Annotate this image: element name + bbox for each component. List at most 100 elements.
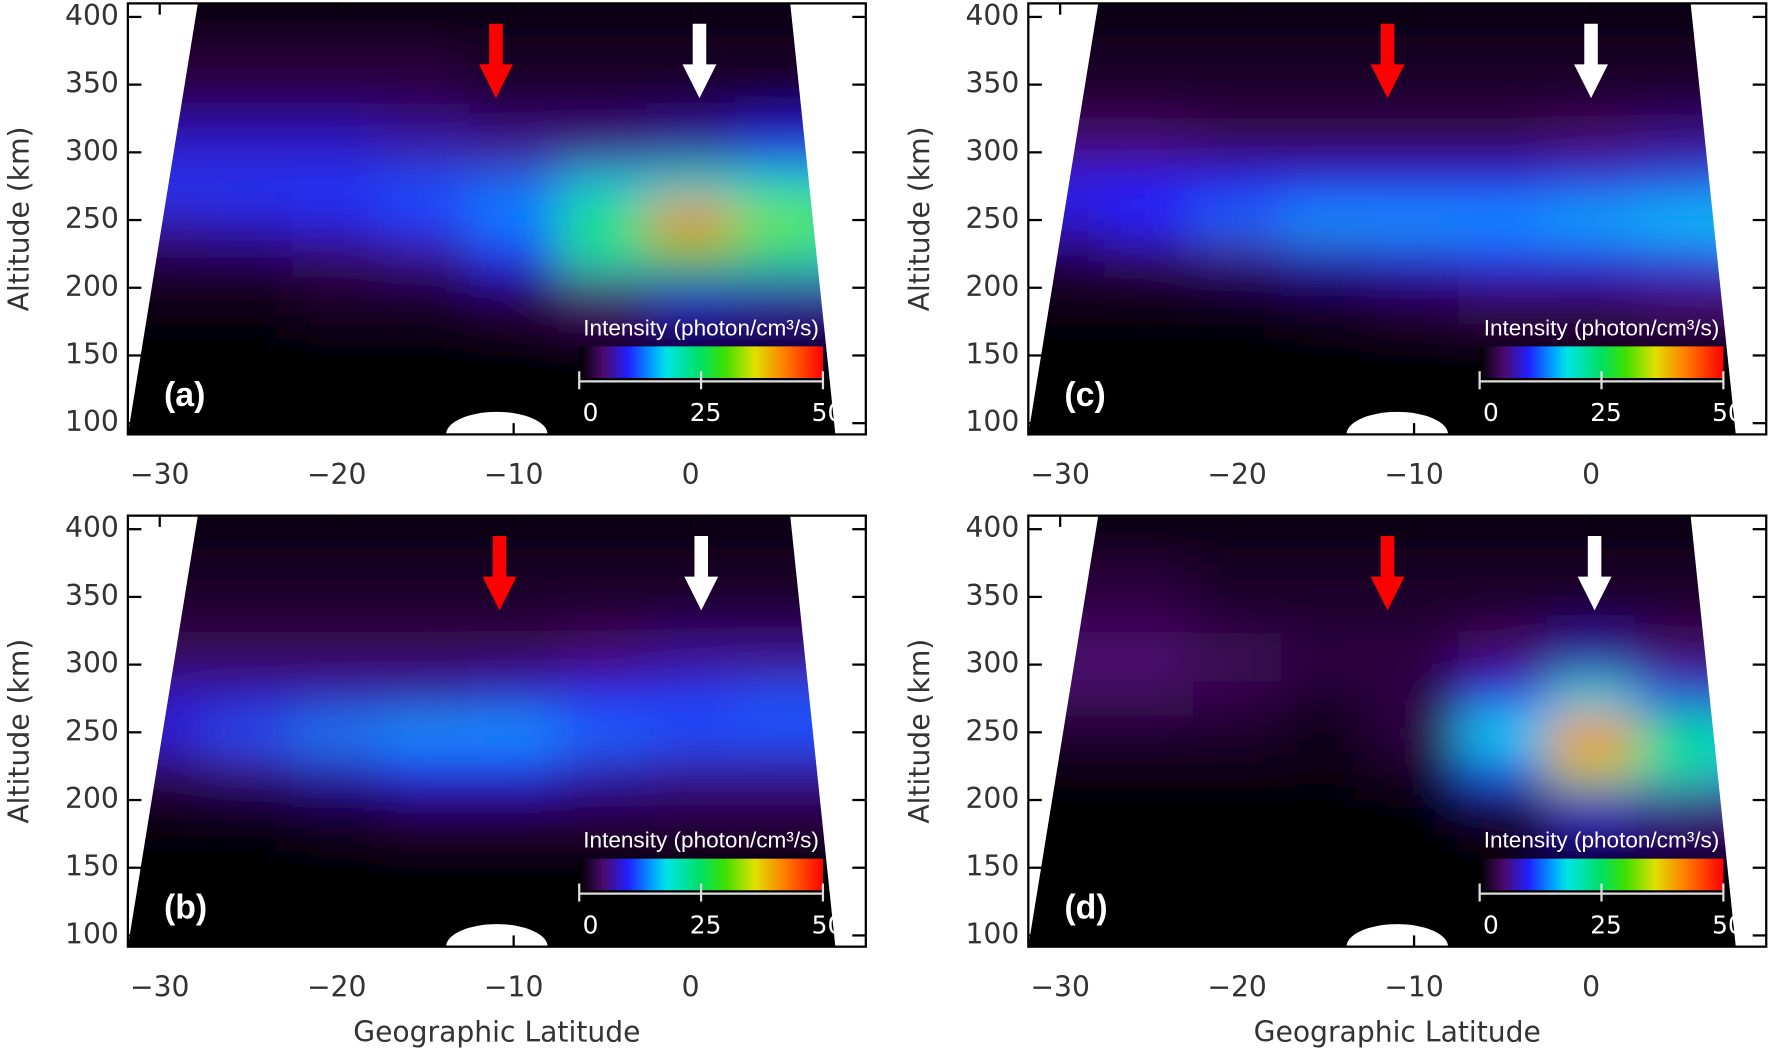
mask-left: [127, 515, 198, 947]
heat-cell: [1281, 833, 1371, 903]
heat-cell: [557, 783, 648, 836]
heat-cell: [646, 50, 736, 120]
heat-cell: [203, 901, 294, 947]
heat-cell: [646, 563, 736, 632]
heat-cell: [203, 118, 294, 171]
heat-cell: [380, 321, 471, 391]
heat-cell: [1192, 681, 1283, 717]
y-axis-label: Altitude (km): [903, 639, 936, 824]
heat-cell: [1192, 50, 1283, 120]
heat-cell: [1192, 270, 1283, 323]
heat-cell: [380, 515, 471, 565]
heat-cell: [380, 203, 471, 239]
heat-cell: [1104, 630, 1195, 683]
heat-cell: [1635, 749, 1725, 785]
heat-cell: [1369, 783, 1460, 836]
heat-cell: [203, 563, 294, 632]
x-tick-label: −20: [1207, 970, 1266, 1003]
arrow: [482, 535, 517, 611]
heat-cell: [1104, 203, 1195, 239]
mask-right: [790, 3, 866, 435]
heat-cell: [1458, 203, 1548, 239]
heat-cell: [1369, 236, 1460, 272]
heat-cell: [292, 169, 383, 205]
heat-cell: [1192, 321, 1283, 391]
heat-cell: [1104, 749, 1195, 785]
heat-cell: [469, 749, 560, 785]
heat-cell: [1369, 203, 1460, 239]
x-axis-label: Geographic Latitude: [353, 1016, 640, 1049]
y-tick-label: 150: [965, 850, 1019, 883]
heat-cell: [646, 515, 736, 565]
heat-cell: [646, 236, 736, 272]
heat-cell: [646, 783, 736, 836]
heat-cell: [557, 749, 648, 785]
heat-cell: [646, 270, 736, 323]
heat-cell: [1104, 681, 1195, 717]
heat-cell: [1104, 515, 1195, 565]
heat-cell: [1281, 749, 1371, 785]
heat-cell: [292, 118, 383, 171]
heat-cell: [1369, 118, 1460, 171]
heat-cell: [1635, 783, 1725, 836]
y-tick-label: 200: [65, 782, 119, 815]
heat-cell: [1458, 118, 1548, 171]
heat-cell: [203, 783, 294, 836]
heat-cell: [734, 715, 825, 751]
plot-frame: [126, 2, 867, 436]
heat-cell: [1192, 630, 1283, 683]
y-tick-label: 250: [965, 714, 1019, 747]
heat-cell: [1192, 749, 1283, 785]
heat-cell: [1281, 3, 1371, 52]
heat-cell: [203, 3, 294, 52]
mask-bottom: [1346, 924, 1449, 947]
y-axis-label: Altitude (km): [3, 639, 36, 824]
colorbar-tick-label: 50: [1712, 398, 1744, 427]
y-tick-label: 100: [965, 405, 1019, 438]
y-tick-label: 300: [65, 134, 119, 167]
heat-cell: [292, 270, 383, 323]
heat-cell: [1028, 901, 1106, 947]
y-tick-label: 250: [65, 202, 119, 235]
heat-cell: [203, 630, 294, 683]
heatmap: [1028, 515, 1767, 947]
heatmap-clip: [1028, 515, 1767, 947]
y-tick-label: 250: [965, 202, 1019, 235]
heat-cell: [292, 833, 383, 903]
y-tick-label: 100: [65, 917, 119, 950]
plot-frame: [126, 514, 867, 948]
heat-cell: [292, 630, 383, 683]
colorbar-tick-label: 0: [1483, 910, 1499, 939]
heat-cell: [1104, 270, 1195, 323]
heat-cell: [1369, 681, 1460, 717]
heat-cell: [1458, 901, 1548, 947]
heat-cell: [1281, 50, 1371, 120]
arrow: [479, 23, 513, 99]
y-tick-label: 150: [965, 337, 1019, 370]
heat-cell: [1281, 203, 1371, 239]
heat-cell: [469, 50, 560, 120]
heat-cell: [646, 630, 736, 683]
heat-cell: [203, 203, 294, 239]
heat-cell: [380, 563, 471, 632]
heat-cell: [1281, 321, 1371, 391]
heat-cell: [1104, 563, 1195, 632]
heat-cell: [557, 3, 648, 52]
y-axis-label: Altitude (km): [3, 126, 36, 311]
heat-cell: [1104, 236, 1195, 272]
heat-cell: [469, 203, 560, 239]
heat-cell: [1281, 681, 1371, 717]
heat-cell: [1458, 563, 1548, 632]
heat-cell: [292, 783, 383, 836]
heat-cell: [203, 515, 294, 565]
mask-right: [1690, 3, 1767, 435]
heat-cell: [1458, 515, 1548, 565]
y-tick-label: 100: [965, 917, 1019, 950]
x-tick-label: −20: [307, 458, 367, 491]
heat-cell: [734, 389, 825, 435]
heat-cell: [203, 681, 294, 717]
heat-cell: [1546, 118, 1637, 171]
heat-cell: [292, 50, 383, 120]
heat-cell: [1458, 236, 1548, 272]
heat-cell: [1104, 715, 1195, 751]
